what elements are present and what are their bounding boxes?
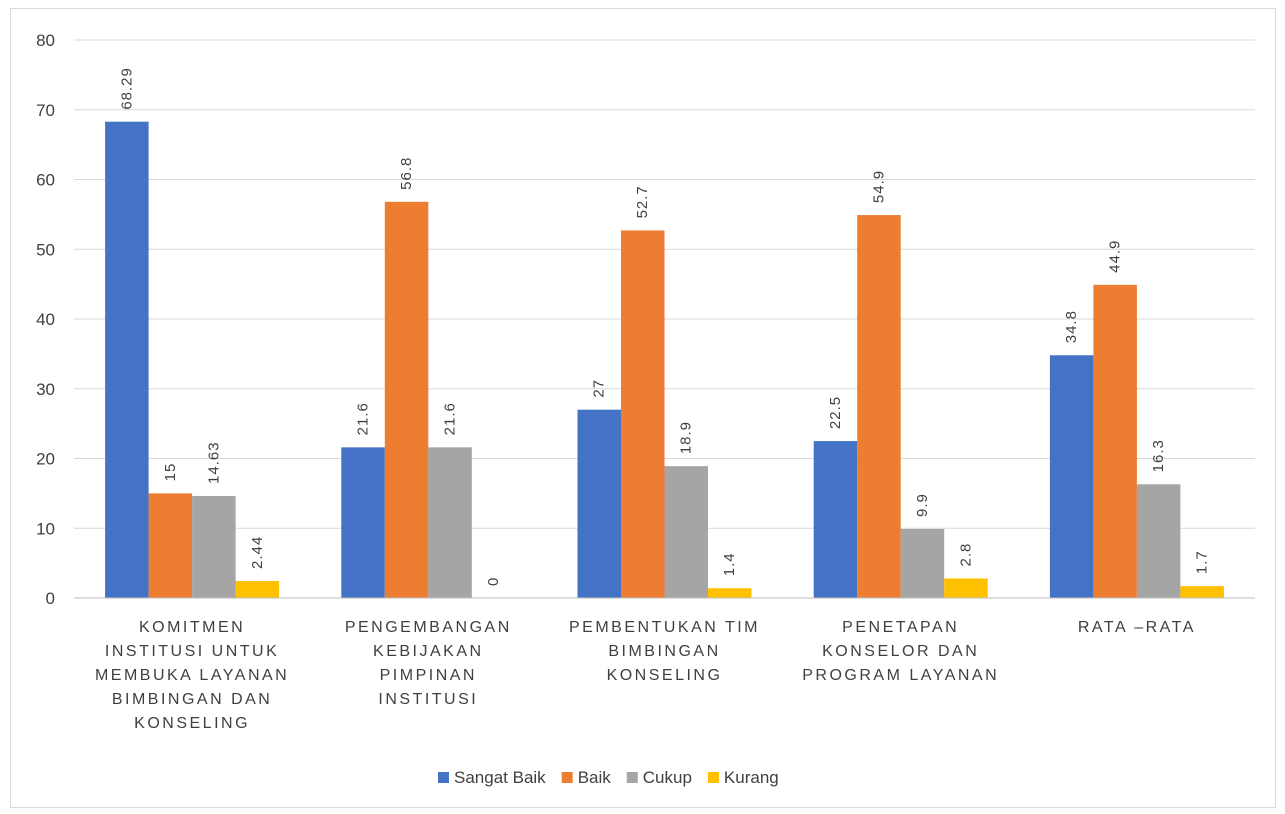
y-tick-label: 60 <box>36 171 55 190</box>
x-tick-label: KONSELING <box>607 667 723 684</box>
data-label: 52.7 <box>634 185 651 218</box>
bar <box>708 588 752 598</box>
x-tick-label: PROGRAM LAYANAN <box>802 667 999 684</box>
x-tick-label: PEMBENTUKAN TIM <box>569 619 760 636</box>
x-tick-label: PENETAPAN <box>842 619 959 636</box>
bar-chart: 0 10 20 30 40 50 60 70 80 68.29 21.6 27 22.5 34.8 15 5… <box>36 31 1255 787</box>
bar <box>1180 586 1224 598</box>
data-label: 1.4 <box>721 552 738 576</box>
x-tick-label: BIMBINGAN <box>608 643 720 660</box>
y-tick-label: 20 <box>36 450 55 469</box>
y-tick-label: 50 <box>36 240 55 259</box>
bar <box>105 121 149 598</box>
legend-swatch <box>626 772 638 783</box>
y-tick-label: 70 <box>36 101 55 120</box>
data-label: 0 <box>485 577 502 586</box>
bar <box>148 493 193 598</box>
data-label: 68.29 <box>118 67 135 110</box>
bar <box>944 578 988 598</box>
bar <box>1049 355 1094 598</box>
data-label: 21.6 <box>442 402 459 435</box>
y-tick-label: 40 <box>36 310 55 329</box>
x-tick-label: INSTITUSI <box>378 691 478 708</box>
x-tick-label: KONSELOR DAN <box>822 643 979 660</box>
x-tick-label: RATA –RATA <box>1078 619 1196 636</box>
bar <box>428 447 472 598</box>
bar <box>235 580 280 598</box>
legend-swatch <box>561 772 573 783</box>
bar <box>813 441 858 598</box>
x-tick-label: MEMBUKA LAYANAN <box>95 667 289 684</box>
bar <box>664 466 708 598</box>
data-label: 1.7 <box>1194 550 1211 574</box>
data-label: 44.9 <box>1107 240 1124 273</box>
legend-entry: Kurang <box>724 768 779 787</box>
data-label: 21.6 <box>355 402 372 435</box>
bar <box>1093 284 1137 598</box>
x-tick-label: KOMITMEN <box>139 619 245 636</box>
bar <box>577 409 621 598</box>
bar <box>1136 484 1181 598</box>
bar <box>857 215 901 598</box>
y-tick-label: 10 <box>36 519 55 538</box>
data-label: 2.44 <box>249 536 266 569</box>
x-tick-label: INSTITUSI UNTUK <box>105 643 279 660</box>
x-tick-label: KONSELING <box>134 715 250 732</box>
x-tick-label: BIMBINGAN DAN <box>112 691 273 708</box>
legend-entry: Baik <box>578 768 612 787</box>
x-tick-label: PENGEMBANGAN <box>345 619 512 636</box>
chart-frame: 0 10 20 30 40 50 60 70 80 68.29 21.6 27 22.5 34.8 15 5… <box>10 8 1276 808</box>
y-axis: 0 10 20 30 40 50 60 70 80 <box>36 31 55 608</box>
data-label: 18.9 <box>678 421 695 454</box>
data-label: 16.3 <box>1150 439 1167 472</box>
x-tick-label: PIMPINAN <box>380 667 477 684</box>
bar <box>341 447 385 598</box>
bar <box>384 201 429 598</box>
data-label: 22.5 <box>827 396 844 429</box>
data-label: 14.63 <box>205 441 222 484</box>
y-tick-label: 80 <box>36 31 55 50</box>
legend: Sangat Baik Baik Cukup Kurang <box>438 768 779 787</box>
y-tick-label: 0 <box>46 589 55 608</box>
y-tick-label: 30 <box>36 380 55 399</box>
x-tick-label: KEBIJAKAN <box>373 643 484 660</box>
legend-entry: Cukup <box>643 768 692 787</box>
x-axis: KOMITMEN INSTITUSI UNTUK MEMBUKA LAYANAN BI… <box>74 597 1255 732</box>
bar <box>192 495 236 598</box>
legend-swatch <box>707 772 719 783</box>
data-label: 56.8 <box>398 157 415 190</box>
legend-entry: Sangat Baik <box>454 768 546 787</box>
data-label: 54.9 <box>870 170 887 203</box>
data-label: 9.9 <box>914 493 931 517</box>
data-labels: 68.29 21.6 27 22.5 34.8 15 56.8 52.7 54.9 44.9 14.… <box>118 67 1210 586</box>
data-label: 2.8 <box>957 543 974 567</box>
data-label: 34.8 <box>1063 310 1080 343</box>
bars <box>105 121 1224 599</box>
bar <box>900 528 945 598</box>
data-label: 27 <box>591 379 608 398</box>
data-label: 15 <box>162 463 179 482</box>
legend-swatch <box>438 772 449 783</box>
bar <box>621 230 665 599</box>
